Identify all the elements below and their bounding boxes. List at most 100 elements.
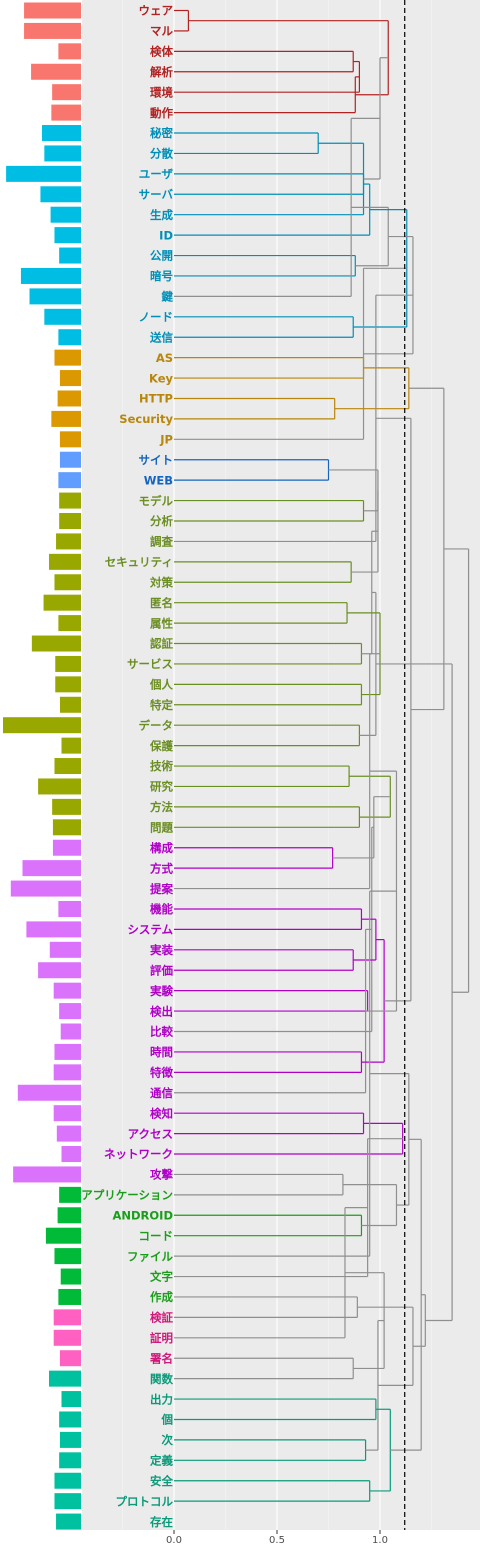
leaf-label: 比較	[150, 1025, 173, 1039]
frequency-bar	[38, 778, 81, 795]
x-tick-label: 0.0	[166, 1535, 182, 1545]
leaf-label: 署名	[149, 1351, 173, 1365]
leaf-label: サービス	[127, 657, 173, 671]
leaf-label: 構成	[150, 841, 173, 855]
frequency-bar	[52, 84, 81, 101]
leaf-label: セキュリティ	[105, 555, 173, 569]
frequency-bar	[58, 615, 81, 632]
frequency-bar	[60, 1023, 81, 1040]
leaf-label: 検出	[150, 1004, 173, 1018]
frequency-bar	[59, 696, 81, 713]
leaf-label: 特徴	[150, 1066, 173, 1080]
leaf-label: Key	[149, 371, 174, 385]
frequency-bar	[58, 43, 81, 60]
frequency-bar	[43, 594, 81, 611]
leaf-label: 生成	[150, 208, 173, 222]
leaf-label: プロトコル	[116, 1494, 174, 1508]
frequency-bar	[24, 22, 82, 39]
frequency-bar	[29, 288, 81, 305]
frequency-bar	[53, 1105, 81, 1122]
leaf-label: ノード	[139, 310, 174, 324]
frequency-bar	[44, 145, 81, 162]
frequency-bar	[59, 513, 81, 529]
dendrogram-branches	[174, 9, 470, 1502]
leaf-label: サイト	[139, 453, 174, 467]
leaf-label: サーバ	[139, 187, 174, 201]
frequency-bar	[6, 165, 81, 182]
leaf-label: 研究	[150, 780, 173, 794]
frequency-bar	[51, 104, 81, 121]
frequency-bar	[50, 206, 81, 223]
leaf-label: 環境	[150, 85, 173, 99]
frequency-bar	[52, 819, 81, 836]
frequency-bar	[61, 1391, 81, 1408]
frequency-bar	[60, 1268, 81, 1285]
frequency-bar	[58, 900, 81, 917]
leaf-label: 次	[162, 1433, 174, 1447]
frequency-bar	[44, 308, 81, 325]
leaf-label: 検証	[150, 1311, 173, 1325]
frequency-bar	[56, 533, 81, 550]
leaf-label: システム	[127, 923, 173, 937]
leaf-label: 評価	[150, 963, 173, 977]
frequency-bar	[59, 247, 81, 264]
leaf-label: 検知	[150, 1106, 173, 1120]
leaf-label: 技術	[150, 759, 173, 773]
leaf-label: 認証	[150, 637, 173, 651]
leaf-label: JP	[159, 433, 173, 447]
leaf-label: 分散	[150, 147, 173, 161]
frequency-bar	[55, 655, 81, 672]
frequency-bar	[54, 1472, 81, 1489]
leaf-label: アプリケーション	[81, 1188, 173, 1202]
leaf-label: 保護	[149, 739, 173, 753]
leaf-label: 調査	[150, 535, 173, 549]
leaf-label: 秘密	[150, 126, 173, 140]
frequency-bar	[57, 390, 81, 407]
plot-panel	[82, 0, 480, 1530]
leaf-label: マル	[150, 24, 173, 38]
leaf-label: 暗号	[150, 269, 173, 283]
leaf-label: 分析	[150, 514, 173, 528]
leaf-label: 攻撃	[150, 1168, 173, 1182]
frequency-bar	[31, 63, 81, 80]
leaf-label: ANDROID	[112, 1208, 173, 1222]
frequency-bar	[55, 676, 81, 693]
leaf-label: 解析	[150, 65, 173, 79]
frequency-bar	[22, 860, 81, 877]
leaf-label: 存在	[150, 1515, 173, 1529]
leaf-label: 方式	[150, 861, 173, 875]
leaf-label: 問題	[150, 821, 173, 835]
leaf-label: WEB	[144, 473, 173, 487]
leaf-label: ウェア	[139, 4, 174, 18]
leaf-label: 方法	[150, 800, 173, 814]
frequency-bar	[59, 1186, 81, 1203]
frequency-bar	[52, 839, 81, 856]
leaf-label: 個人	[149, 678, 173, 692]
frequency-bar	[61, 737, 81, 754]
leaf-label: 送信	[149, 330, 173, 344]
frequency-bar	[54, 758, 81, 775]
frequency-bar	[51, 410, 81, 427]
leaf-label: 通信	[150, 1086, 173, 1100]
x-tick-label: 1.0	[372, 1535, 388, 1545]
leaf-label: ネットワーク	[104, 1147, 173, 1161]
leaf-label: 公開	[150, 249, 173, 263]
frequency-bar	[54, 574, 81, 591]
frequency-bar	[3, 717, 81, 734]
term-frequency-bars	[3, 2, 82, 1530]
frequency-bar	[57, 1207, 81, 1224]
leaf-label: 実験	[150, 984, 173, 998]
leaf-label: Security	[119, 412, 173, 426]
leaf-label: ファイル	[127, 1249, 173, 1263]
frequency-bar	[59, 1452, 81, 1469]
frequency-bar	[58, 329, 81, 346]
frequency-bar	[59, 451, 81, 468]
frequency-bar	[53, 1309, 81, 1326]
leaf-label: 安全	[150, 1474, 173, 1488]
frequency-bar	[61, 1146, 81, 1163]
frequency-bar	[40, 186, 81, 203]
leaf-label: 匿名	[150, 596, 173, 610]
leaf-label: アクセス	[128, 1127, 173, 1141]
